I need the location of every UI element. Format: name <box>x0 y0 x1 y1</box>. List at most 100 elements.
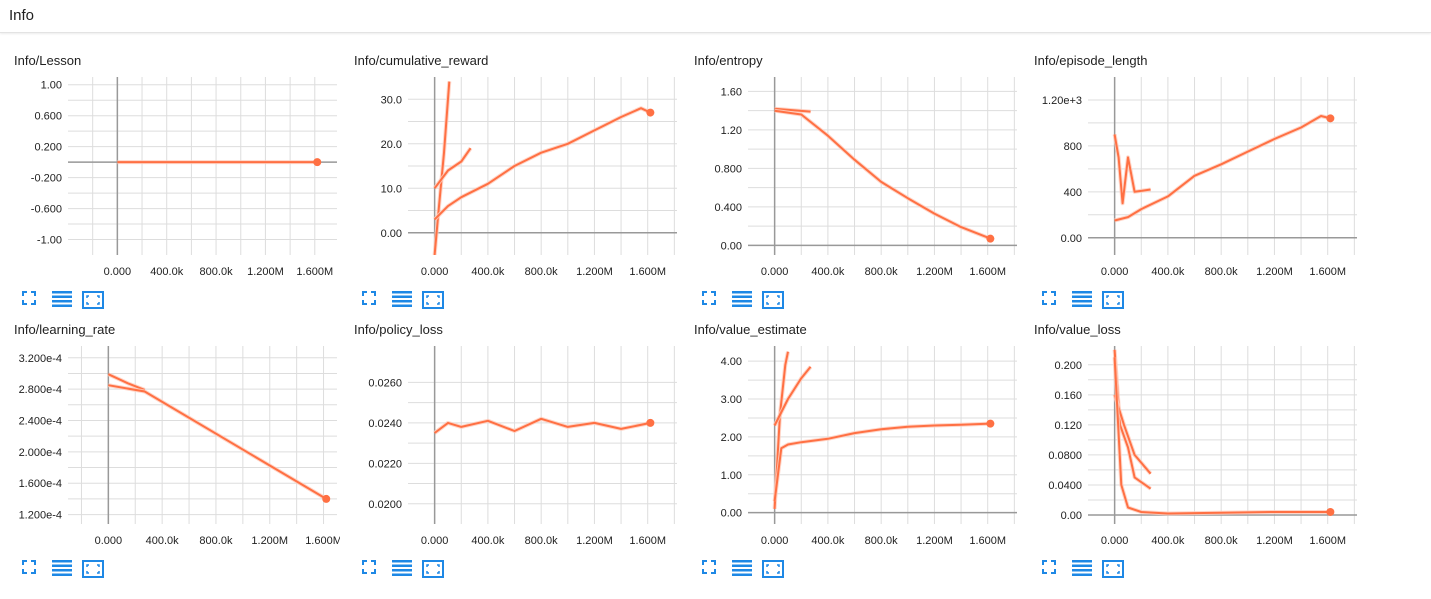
list-icon <box>392 291 414 307</box>
chart-plot[interactable]: 0.000 400.0k 800.0k 1.200M 1.600M 30.0 20.0 10.… <box>340 45 680 287</box>
y-tick-label: 0.0800 <box>1048 450 1082 462</box>
y-tick-label: 2.000e-4 <box>19 447 62 459</box>
toggle-log-scale-button[interactable] <box>1072 560 1094 578</box>
toggle-log-scale-button[interactable] <box>732 291 754 309</box>
x-tick-label: 400.0k <box>150 266 184 278</box>
chart-card-learning-rate: Info/learning_rate 0.000 400.0k 800.0k 1.200… <box>0 314 340 584</box>
x-tick-label: 1.600M <box>969 266 1006 278</box>
x-tick-label: 1.600M <box>1309 266 1346 278</box>
fullscreen-button[interactable] <box>362 560 384 578</box>
fullscreen-icon <box>1042 560 1064 574</box>
chart-plot[interactable]: 0.000 400.0k 800.0k 1.200M 1.600M 1.00 0.600 0.… <box>0 45 340 287</box>
toggle-log-scale-button[interactable] <box>392 560 414 578</box>
series-line <box>433 147 472 189</box>
series-line <box>773 422 991 502</box>
x-tick-label: 0.000 <box>761 266 789 278</box>
series-end-point <box>1326 507 1335 516</box>
fullscreen-button[interactable] <box>22 560 44 578</box>
x-tick-label: 800.0k <box>1205 535 1239 547</box>
fit-domain-icon <box>82 560 104 578</box>
series-line <box>1113 357 1331 515</box>
toggle-log-scale-button[interactable] <box>52 560 74 578</box>
fullscreen-button[interactable] <box>1042 560 1064 578</box>
chart-plot[interactable]: 0.000 400.0k 800.0k 1.200M 1.600M 1.60 1.20 0.8… <box>680 45 1020 287</box>
y-tick-label: 0.600 <box>34 111 62 123</box>
y-tick-label: 0.200 <box>34 142 62 154</box>
fit-domain-button[interactable] <box>82 291 104 309</box>
list-icon <box>732 291 754 307</box>
y-tick-label: 0.0400 <box>1048 480 1082 492</box>
fit-domain-button[interactable] <box>82 560 104 578</box>
fit-domain-button[interactable] <box>1102 560 1124 578</box>
chart-title: Info/value_estimate <box>694 322 807 337</box>
fit-domain-icon <box>82 291 104 309</box>
x-tick-label: 0.000 <box>95 535 123 547</box>
fit-domain-button[interactable] <box>422 291 444 309</box>
x-tick-label: 400.0k <box>1151 535 1185 547</box>
fullscreen-icon <box>1042 291 1064 305</box>
y-tick-label: 10.0 <box>381 183 402 195</box>
series-line <box>773 351 789 509</box>
toggle-log-scale-button[interactable] <box>392 291 414 309</box>
x-tick-label: 1.200M <box>916 266 953 278</box>
x-tick-label: 0.000 <box>761 535 789 547</box>
fullscreen-icon <box>22 291 44 305</box>
y-tick-label: 0.0200 <box>368 499 402 511</box>
y-tick-label: 1.20e+3 <box>1042 95 1082 107</box>
fit-domain-button[interactable] <box>762 291 784 309</box>
series-end-point <box>646 418 655 427</box>
chart-plot[interactable]: 0.000 400.0k 800.0k 1.200M 1.600M 0.0260 0.024… <box>340 314 680 556</box>
chart-card-value-loss: Info/value_loss 0.000 400.0k 800.0k 1.200M 1.… <box>1020 314 1360 584</box>
toggle-log-scale-button[interactable] <box>732 560 754 578</box>
y-tick-label: 20.0 <box>381 139 402 151</box>
y-tick-label: 1.00 <box>721 470 742 482</box>
raw-series-line <box>433 106 652 221</box>
fullscreen-button[interactable] <box>362 291 384 309</box>
x-tick-label: 400.0k <box>146 535 180 547</box>
x-tick-label: 1.200M <box>1256 266 1293 278</box>
fullscreen-button[interactable] <box>702 291 724 309</box>
y-tick-label: 4.00 <box>721 356 742 368</box>
chart-plot[interactable]: 0.000 400.0k 800.0k 1.200M 1.600M 1.20e+3 800 4… <box>1020 45 1360 287</box>
y-tick-label: 0.400 <box>714 202 742 214</box>
series-line <box>433 107 651 221</box>
x-tick-label: 0.000 <box>421 535 449 547</box>
y-tick-label: 400 <box>1064 187 1082 199</box>
chart-plot[interactable]: 0.000 400.0k 800.0k 1.200M 1.600M 3.200e-4 2.8… <box>0 314 340 556</box>
chart-plot[interactable]: 0.000 400.0k 800.0k 1.200M 1.600M 0.200 0.160 0… <box>1020 314 1360 556</box>
y-tick-label: 2.00 <box>721 432 742 444</box>
chart-card-policy-loss: Info/policy_loss 0.000 400.0k 800.0k 1.200M 1… <box>340 314 680 584</box>
fit-domain-button[interactable] <box>1102 291 1124 309</box>
fullscreen-button[interactable] <box>22 291 44 309</box>
fullscreen-button[interactable] <box>702 560 724 578</box>
fit-domain-button[interactable] <box>422 560 444 578</box>
section-header[interactable]: Info <box>0 0 1431 33</box>
series-end-point <box>646 108 655 117</box>
chart-title: Info/entropy <box>694 53 763 68</box>
list-icon <box>1072 291 1094 307</box>
y-tick-label: 30.0 <box>381 94 402 106</box>
raw-series-line <box>107 383 328 501</box>
raw-series-line <box>1114 114 1331 223</box>
y-tick-label: 0.00 <box>721 240 742 252</box>
fullscreen-button[interactable] <box>1042 291 1064 309</box>
y-tick-label: 3.00 <box>721 394 742 406</box>
x-tick-label: 1.600M <box>296 266 333 278</box>
x-tick-label: 0.000 <box>1101 535 1129 547</box>
y-tick-label: 0.00 <box>1061 233 1082 245</box>
series-line <box>774 107 811 113</box>
chart-title: Info/Lesson <box>14 53 82 68</box>
toggle-log-scale-button[interactable] <box>52 291 74 309</box>
x-tick-label: 1.600M <box>1309 535 1346 547</box>
series-line <box>1113 134 1151 205</box>
toggle-log-scale-button[interactable] <box>1072 291 1094 309</box>
fit-domain-button[interactable] <box>762 560 784 578</box>
y-tick-label: 3.200e-4 <box>19 353 62 365</box>
chart-title: Info/cumulative_reward <box>354 53 489 68</box>
y-tick-label: 0.0220 <box>368 458 402 470</box>
y-tick-label: 0.00 <box>1061 510 1082 522</box>
chart-plot[interactable]: 0.000 400.0k 800.0k 1.200M 1.600M 4.00 3.00 2.0… <box>680 314 1020 556</box>
x-tick-label: 800.0k <box>865 266 899 278</box>
series-line <box>1114 115 1331 222</box>
y-tick-label: 0.160 <box>1054 390 1082 402</box>
